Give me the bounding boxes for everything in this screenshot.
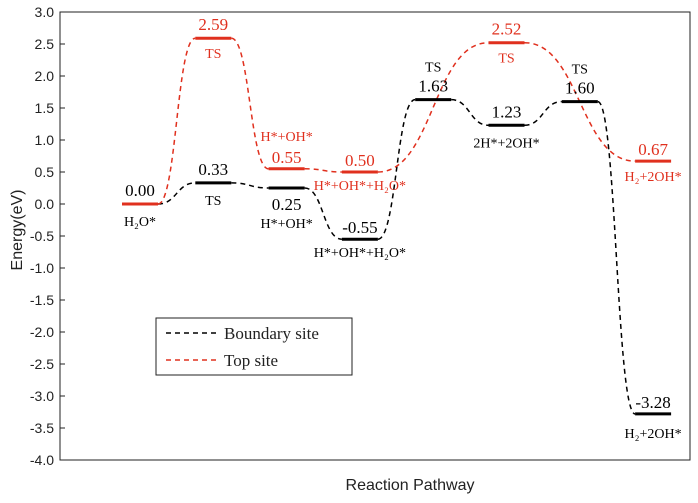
value-label: 0.25 <box>272 195 302 214</box>
value-label: 0.33 <box>198 160 228 179</box>
value-label: 1.60 <box>565 79 595 98</box>
value-label: 2.52 <box>492 20 522 39</box>
value-label: 0.55 <box>272 148 302 167</box>
value-label: -0.55 <box>342 218 377 237</box>
value-label: 2.59 <box>198 15 228 34</box>
y-axis-title: Energy(eV) <box>9 190 26 271</box>
connector-boundary-site <box>597 100 636 415</box>
y-tick-label: 2.5 <box>35 36 55 52</box>
state-label: TS <box>498 52 514 67</box>
y-tick-label: -1.5 <box>30 292 54 308</box>
state-label: H₂O* <box>124 215 156 230</box>
value-label: 0.67 <box>638 140 668 159</box>
y-tick-label: -3.5 <box>30 420 54 436</box>
y-tick-label: -3.0 <box>30 388 54 404</box>
legend-label-boundary-site: Boundary site <box>224 324 319 343</box>
state-label: TS <box>425 61 441 76</box>
value-label: 0.50 <box>345 151 375 170</box>
state-label: H*+OH* <box>260 217 312 232</box>
value-label: 1.63 <box>418 77 448 96</box>
y-tick-label: 3.0 <box>35 4 55 20</box>
state-label: TS <box>205 47 221 62</box>
state-label: TS <box>205 194 221 209</box>
y-tick-label: -4.0 <box>30 452 54 468</box>
y-tick-label: 1.5 <box>35 100 55 116</box>
y-tick-label: -1.0 <box>30 260 54 276</box>
connector-top-site <box>377 41 489 173</box>
state-label: 2H*+2OH* <box>473 136 539 151</box>
connector-boundary-site <box>377 98 416 240</box>
connector-boundary-site <box>524 100 562 127</box>
y-tick-label: -2.5 <box>30 356 54 372</box>
state-label: H*+OH*+H₂O* <box>314 246 406 261</box>
state-label: TS <box>572 63 588 78</box>
y-tick-label: 0.0 <box>35 196 55 212</box>
legend-box <box>155 317 353 376</box>
y-tick-label: 2.0 <box>35 68 55 84</box>
value-label: 0.00 <box>125 181 155 200</box>
state-label: H₂+2OH* <box>625 427 682 442</box>
connector-boundary-site <box>231 182 269 189</box>
y-tick-label: -2.0 <box>30 324 54 340</box>
state-label: H*+OH* <box>260 130 312 145</box>
value-label: -3.28 <box>635 393 670 412</box>
x-axis-title: Reaction Pathway <box>346 477 475 494</box>
y-tick-label: -0.5 <box>30 228 54 244</box>
y-tick-label: 1.0 <box>35 132 55 148</box>
connector-top-site <box>230 37 269 170</box>
legend: Boundary site Top site <box>155 317 353 376</box>
connector-top-site <box>304 168 342 173</box>
value-label: 1.23 <box>492 102 522 121</box>
energy-levels <box>122 36 672 416</box>
connector-boundary-site <box>451 98 489 127</box>
legend-label-top-site: Top site <box>224 351 278 370</box>
state-label: H*+OH*+H₂O* <box>314 179 406 194</box>
connector-top-site <box>157 37 196 205</box>
state-label: H₂+2OH* <box>625 170 682 185</box>
connector-boundary-site <box>157 182 196 205</box>
y-tick-label: 0.5 <box>35 164 55 180</box>
level-labels: 0.00 H₂O* 0.33 TS 0.25 H*+OH* -0.55 H*+OH*+H₂O*… <box>124 15 682 442</box>
y-axis-ticks: 3.0 2.5 2.0 1.5 1.0 0.5 0.0 -0.5 -1.0 -1.5 -2.0 -2.… <box>30 4 65 468</box>
